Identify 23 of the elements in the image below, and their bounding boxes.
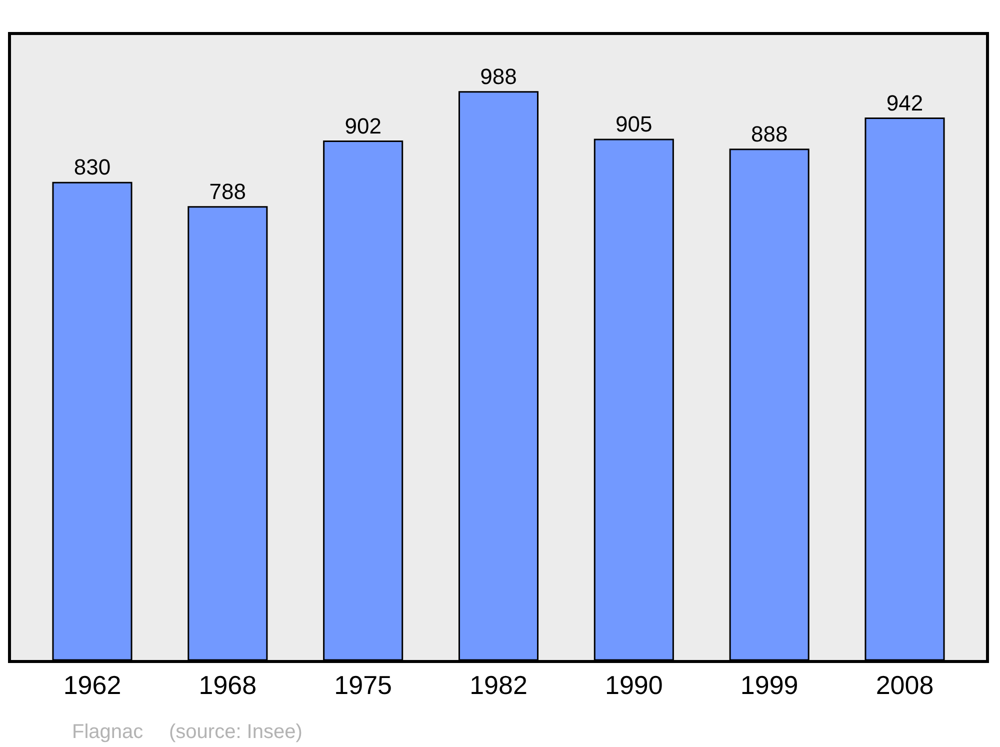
text: Flagnac (72, 721, 144, 743)
data-label: 788 (209, 178, 246, 204)
x-tick-label: 1962 (63, 670, 122, 700)
bar (52, 182, 132, 660)
data-label: 942 (886, 90, 924, 116)
x-tick-label: 1999 (740, 670, 798, 700)
text: (source: Insee) (169, 721, 302, 743)
bar (729, 148, 810, 660)
bar (458, 91, 539, 660)
data-label: 888 (750, 121, 788, 146)
bar (188, 206, 268, 660)
data-label: 902 (344, 113, 382, 138)
bar (864, 118, 945, 660)
bar (594, 138, 674, 660)
data-label: 830 (74, 154, 111, 180)
x-tick-label: 1990 (605, 670, 663, 700)
bar (323, 140, 404, 660)
data-label: 905 (616, 112, 652, 137)
x-tick-label: 1968 (198, 670, 257, 700)
x-tick-label: 2008 (876, 670, 934, 700)
data-label: 988 (480, 64, 517, 89)
x-tick-label: 1975 (334, 670, 392, 700)
x-tick-label: 1982 (470, 670, 528, 700)
